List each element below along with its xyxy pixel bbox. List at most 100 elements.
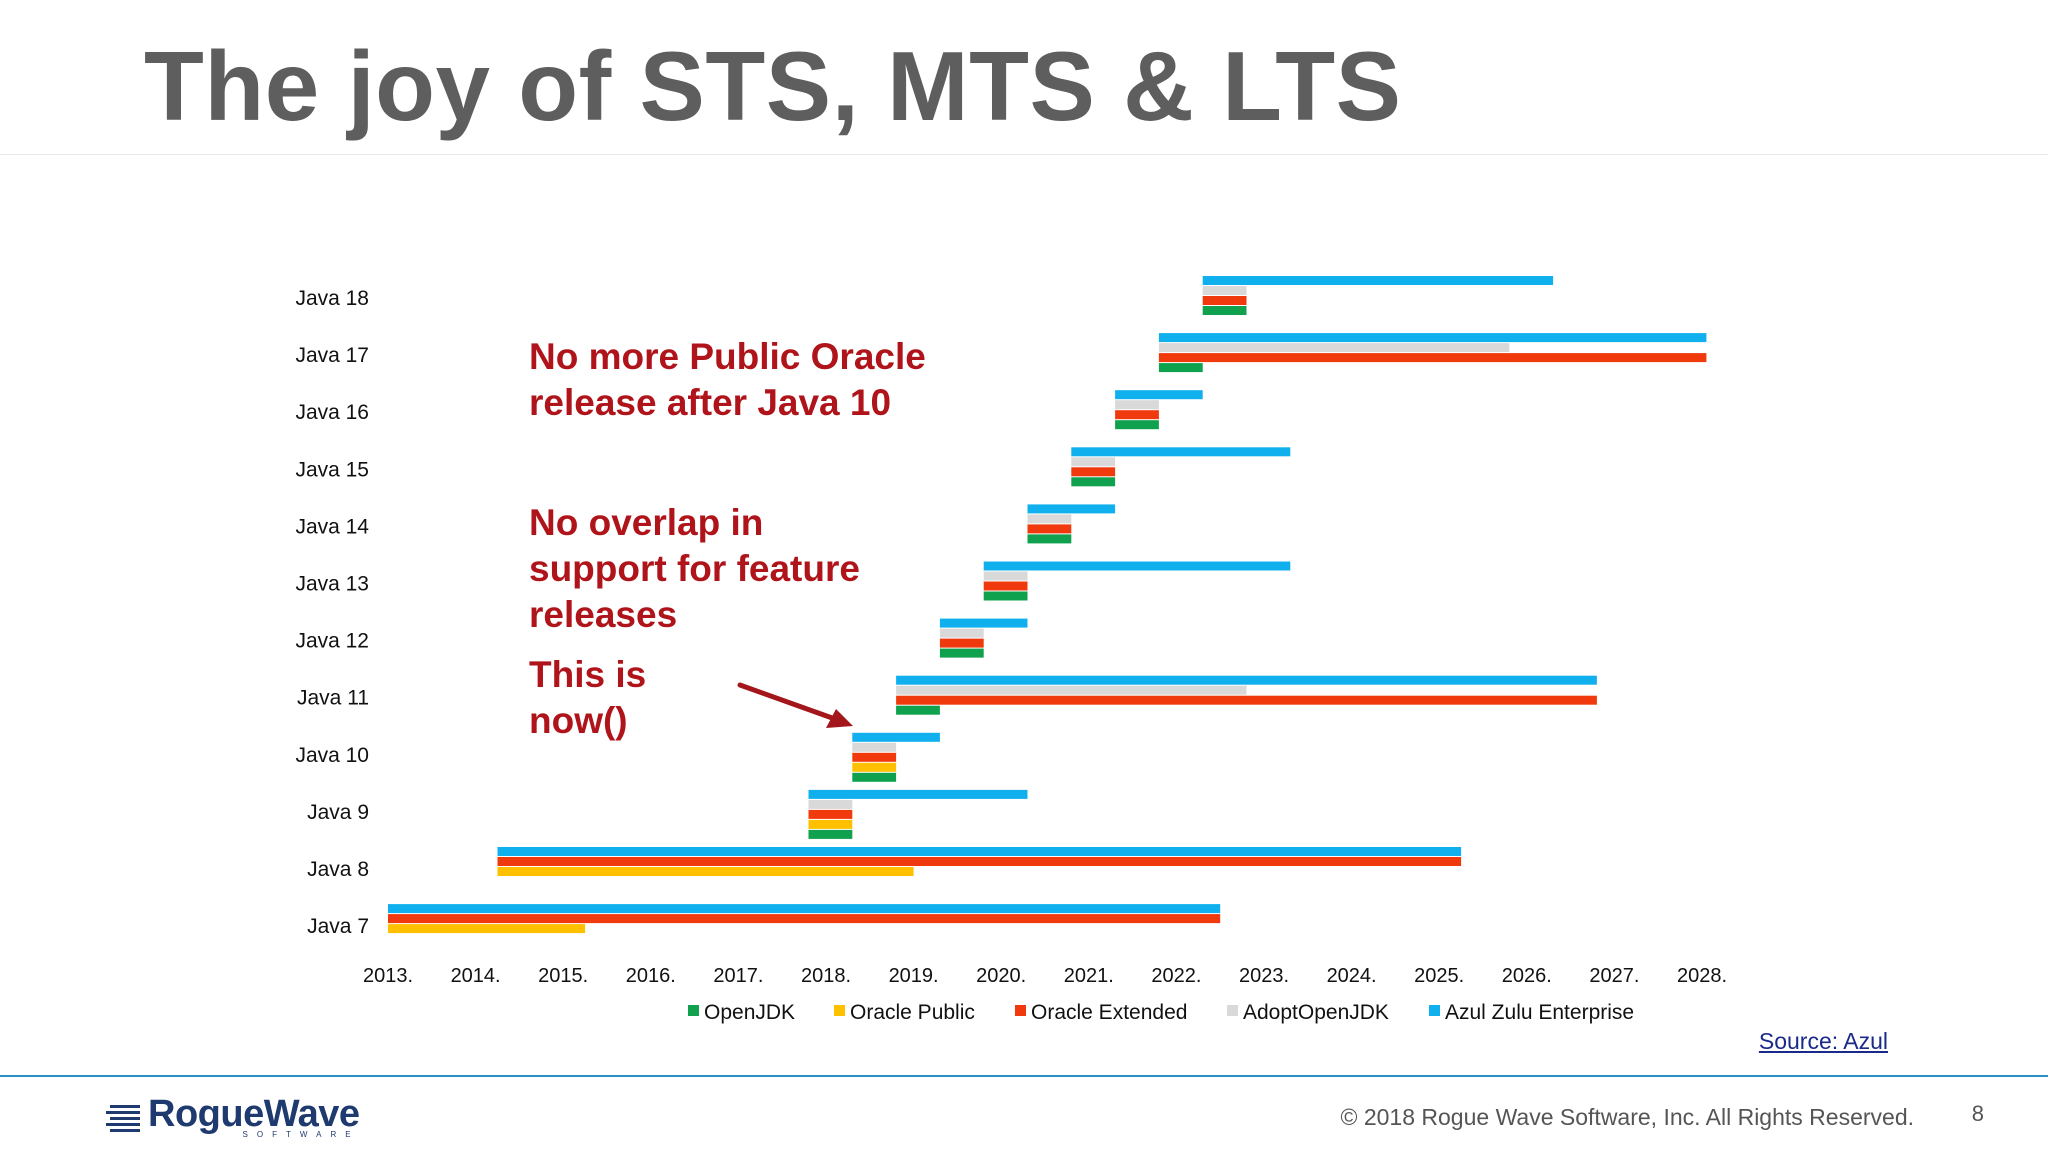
x-tick-label: 2027. [1589, 965, 1639, 987]
legend: OpenJDK Oracle Public Oracle Extended Adopt… [688, 1001, 1634, 1024]
category-label: Java 12 [295, 630, 369, 653]
bar-azul-zulu-enterprise [852, 732, 940, 742]
bar-azul-zulu-enterprise [1071, 447, 1291, 457]
bar-adoptopenjdk [1115, 400, 1159, 410]
legend-label: OpenJDK [704, 1001, 795, 1024]
annotation-line: support for feature [529, 548, 860, 589]
category-label: Java 13 [295, 573, 369, 596]
bar-azul-zulu-enterprise [1027, 504, 1116, 514]
copyright-notice: © 2018 Rogue Wave Software, Inc. All Rig… [1340, 1104, 1914, 1130]
bar-adoptopenjdk [1202, 286, 1247, 295]
bar-oracle-extended [1071, 467, 1116, 477]
category-label: Java 18 [295, 287, 369, 310]
x-tick-label: 2013. [363, 965, 413, 987]
bar-oracle-extended [1202, 296, 1247, 305]
bar-openjdk [1027, 534, 1072, 544]
footer-divider [0, 1075, 2048, 1077]
roguewave-logo-mark-icon [106, 1104, 140, 1132]
logo-subtext: SOFTWARE [242, 1130, 360, 1139]
bar-oracle-extended [983, 581, 1028, 591]
x-tick-label: 2015. [538, 965, 588, 987]
source-link[interactable]: Source: Azul [1758, 1028, 1888, 1054]
x-axis-ticks: 2013. 2014. 2015. 2016. 2017. 2018. 2019. 2020.… [363, 965, 1727, 987]
x-tick-label: 2025. [1414, 965, 1464, 987]
bar-oracle-extended [896, 695, 1597, 705]
category-label: Java 14 [295, 515, 369, 538]
logo-wordmark: RogueWave [148, 1093, 360, 1135]
category-label: Java 8 [307, 858, 369, 881]
x-tick-label: 2021. [1064, 965, 1114, 987]
x-tick-label: 2028. [1677, 965, 1727, 987]
x-tick-label: 2024. [1327, 965, 1377, 987]
x-tick-label: 2022. [1151, 965, 1201, 987]
bar-adoptopenjdk [808, 799, 853, 809]
bar-adoptopenjdk [983, 571, 1028, 581]
roguewave-logo: RogueWave SOFTWARE [104, 1094, 360, 1139]
bar-oracle-public [388, 924, 586, 934]
legend-swatch-adoptopenjdk [1227, 1005, 1238, 1016]
annotation-no-overlap: No overlap in support for feature releas… [529, 500, 860, 638]
bar-adoptopenjdk [1071, 457, 1116, 467]
category-label: Java 7 [307, 915, 369, 938]
bar-azul-zulu-enterprise [1202, 276, 1554, 285]
x-tick-label: 2019. [889, 965, 939, 987]
bar-openjdk [1071, 477, 1116, 487]
bar-openjdk [852, 772, 897, 782]
x-tick-label: 2018. [801, 965, 851, 987]
bar-adoptopenjdk [896, 685, 1247, 695]
bar-azul-zulu-enterprise [896, 675, 1597, 685]
bar-oracle-extended [1115, 410, 1159, 420]
bar-adoptopenjdk [939, 628, 984, 638]
legend-label: Oracle Public [850, 1001, 975, 1024]
bar-azul-zulu-enterprise [497, 847, 1462, 856]
bar-azul-zulu-enterprise [388, 904, 1221, 914]
bar-oracle-extended [852, 752, 897, 762]
bar-adoptopenjdk [852, 742, 897, 752]
legend-swatch-oracle-public [834, 1005, 845, 1016]
bar-oracle-public [852, 762, 897, 772]
annotation-line: This is [529, 654, 647, 695]
slide-title: The joy of STS, MTS & LTS [144, 31, 1402, 141]
bar-adoptopenjdk [1027, 514, 1072, 524]
bar-oracle-public [497, 867, 914, 876]
bar-adoptopenjdk [1158, 343, 1510, 353]
bar-oracle-public [808, 819, 853, 829]
legend-label: AdoptOpenJDK [1243, 1001, 1389, 1024]
bar-oracle-extended [808, 809, 853, 819]
page-number: 8 [1971, 1101, 1984, 1126]
legend-label: Oracle Extended [1031, 1001, 1187, 1024]
bar-openjdk [808, 829, 853, 839]
x-tick-label: 2026. [1502, 965, 1552, 987]
bar-azul-zulu-enterprise [1115, 390, 1203, 400]
x-tick-label: 2016. [626, 965, 676, 987]
annotation-line: now() [529, 700, 628, 741]
bar-openjdk [896, 705, 940, 715]
bar-oracle-extended [1027, 524, 1072, 534]
bar-azul-zulu-enterprise [808, 789, 1028, 799]
x-tick-label: 2023. [1239, 965, 1289, 987]
category-label: Java 11 [297, 687, 369, 710]
category-label: Java 9 [307, 801, 369, 824]
bar-oracle-extended [388, 914, 1221, 924]
category-label: Java 16 [295, 401, 369, 424]
category-label: Java 15 [295, 458, 369, 481]
bar-openjdk [1158, 363, 1203, 373]
category-labels: Java 18 Java 17 Java 16 Java 15 Java 14 Java … [295, 287, 369, 938]
x-tick-label: 2017. [713, 965, 763, 987]
annotation-line: No more Public Oracle [529, 336, 926, 377]
x-tick-label: 2020. [976, 965, 1026, 987]
annotation-line: No overlap in [529, 502, 764, 543]
title-divider [0, 154, 2048, 155]
legend-label: Azul Zulu Enterprise [1445, 1001, 1634, 1024]
bar-azul-zulu-enterprise [1158, 333, 1707, 343]
bar-openjdk [1202, 306, 1247, 315]
annotation-line: release after Java 10 [529, 382, 892, 423]
bar-openjdk [983, 591, 1028, 601]
legend-swatch-oracle-extended [1015, 1005, 1026, 1016]
legend-swatch-azul-zulu-enterprise [1429, 1005, 1440, 1016]
bar-oracle-extended [497, 857, 1462, 866]
category-label: Java 10 [295, 744, 369, 767]
bar-openjdk [939, 648, 984, 658]
bar-oracle-extended [939, 638, 984, 648]
support-timeline-chart: Java 18 Java 17 Java 16 Java 15 Java 14 Java … [295, 276, 1727, 1024]
